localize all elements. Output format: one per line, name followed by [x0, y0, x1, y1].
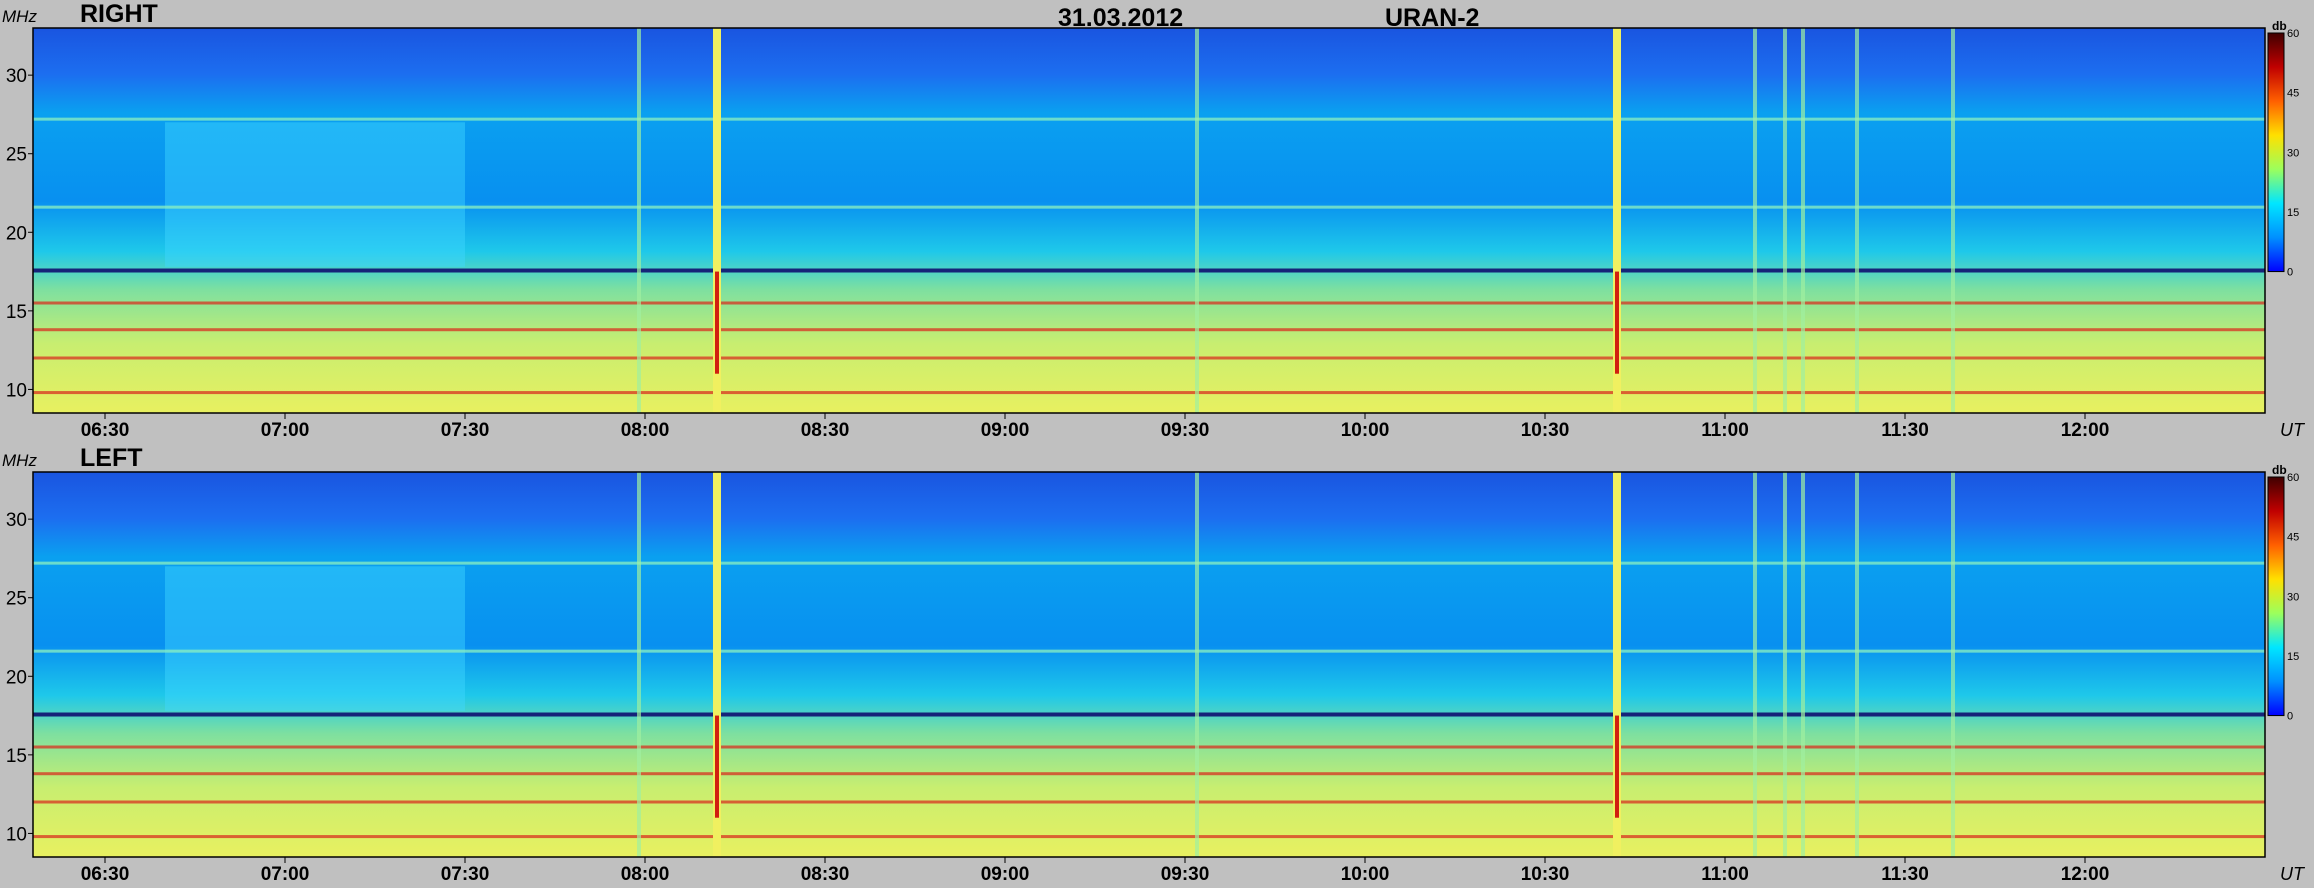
interference-band	[33, 328, 2265, 332]
y-axis-label: MHz	[2, 451, 37, 470]
x-tick-label: 12:00	[2061, 420, 2110, 441]
colorbar	[2267, 476, 2285, 717]
x-tick-label: 10:30	[1521, 420, 1570, 441]
interference-band	[33, 835, 2265, 839]
colorbar-label: db	[2272, 19, 2287, 33]
interference-band	[33, 117, 2265, 121]
colorbar-tick-label: 15	[2287, 651, 2299, 663]
weak-burst	[1783, 28, 1787, 413]
interference-band	[33, 712, 2265, 717]
diffuse-emission	[165, 566, 465, 711]
y-tick-label: 25	[6, 145, 27, 166]
interference-band	[33, 649, 2265, 653]
weak-burst	[1855, 28, 1859, 413]
x-tick-label: 07:00	[261, 420, 310, 441]
x-tick-label: 09:30	[1161, 420, 1210, 441]
x-axis-label: UT	[2280, 420, 2306, 440]
colorbar-tick-label: 0	[2287, 711, 2293, 723]
x-tick-label: 11:30	[1881, 864, 1929, 885]
interference-band	[33, 391, 2265, 395]
y-tick-label: 30	[6, 66, 27, 87]
colorbar-label: db	[2272, 463, 2287, 477]
interference-band	[33, 800, 2265, 804]
spectrogram-panel: 10 15 20 25 30 06:30 07:00 07:30 08:00 08:30 09:00…	[2, 0, 2306, 441]
strong-burst	[713, 28, 721, 413]
interference-band	[33, 745, 2265, 749]
x-tick-label: 08:00	[621, 420, 670, 441]
interference-band	[33, 561, 2265, 565]
weak-burst	[1855, 472, 1859, 857]
x-tick-label: 09:00	[981, 420, 1030, 441]
weak-burst	[1951, 472, 1955, 857]
colorbar-tick-label: 60	[2287, 472, 2299, 484]
interference-band	[33, 772, 2265, 776]
strong-burst	[713, 472, 721, 857]
strong-burst	[1613, 472, 1621, 857]
y-tick-label: 20	[6, 667, 27, 688]
x-tick-label: 06:30	[81, 420, 130, 441]
x-tick-label: 09:30	[1161, 864, 1210, 885]
y-tick-label: 10	[6, 380, 27, 401]
x-tick-label: 11:00	[1701, 864, 1749, 885]
colorbar-tick-label: 45	[2287, 532, 2299, 544]
strong-burst-core	[715, 271, 719, 374]
weak-burst	[1951, 28, 1955, 413]
interference-band	[33, 205, 2265, 209]
weak-burst	[1783, 472, 1787, 857]
weak-burst	[1195, 28, 1199, 413]
x-tick-label: 11:30	[1881, 420, 1929, 441]
x-tick-label: 06:30	[81, 864, 130, 885]
spectrogram-background	[33, 28, 2265, 413]
colorbar-tick-label: 60	[2287, 28, 2299, 40]
weak-burst	[637, 472, 641, 857]
diffuse-emission	[165, 122, 465, 267]
strong-burst-core	[715, 715, 719, 818]
panel-title: LEFT	[80, 444, 143, 472]
interference-band	[33, 356, 2265, 360]
y-tick-label: 10	[6, 824, 27, 845]
weak-burst	[1753, 28, 1757, 413]
x-tick-label: 10:00	[1341, 864, 1390, 885]
y-tick-label: 15	[6, 746, 27, 767]
y-tick-label: 25	[6, 589, 27, 610]
weak-burst	[637, 28, 641, 413]
colorbar-tick-label: 30	[2287, 591, 2299, 603]
interference-band	[33, 268, 2265, 273]
strong-burst-core	[1615, 271, 1619, 374]
x-tick-label: 11:00	[1701, 420, 1749, 441]
x-tick-label: 08:30	[801, 420, 850, 441]
weak-burst	[1801, 472, 1805, 857]
x-tick-label: 07:30	[441, 864, 490, 885]
x-tick-label: 10:30	[1521, 864, 1570, 885]
weak-burst	[1753, 472, 1757, 857]
strong-burst-core	[1615, 715, 1619, 818]
panel-title: RIGHT	[80, 0, 158, 28]
weak-burst	[1195, 472, 1199, 857]
x-tick-label: 09:00	[981, 864, 1030, 885]
y-tick-label: 15	[6, 302, 27, 323]
y-tick-label: 30	[6, 510, 27, 531]
weak-burst	[1801, 28, 1805, 413]
strong-burst	[1613, 28, 1621, 413]
x-tick-label: 08:00	[621, 864, 670, 885]
colorbar-tick-label: 15	[2287, 207, 2299, 219]
colorbar-tick-label: 30	[2287, 147, 2299, 159]
x-tick-label: 08:30	[801, 864, 850, 885]
plot-frame	[32, 27, 2266, 414]
x-tick-label: 07:30	[441, 420, 490, 441]
colorbar-tick-label: 0	[2287, 267, 2293, 279]
spectrogram-background	[33, 472, 2265, 857]
plot-frame	[32, 471, 2266, 858]
interference-band	[33, 301, 2265, 305]
colorbar-tick-label: 45	[2287, 88, 2299, 100]
y-tick-label: 20	[6, 223, 27, 244]
colorbar	[2267, 32, 2285, 273]
x-tick-label: 07:00	[261, 864, 310, 885]
x-tick-label: 12:00	[2061, 864, 2110, 885]
spectrogram-panel: 10 15 20 25 30 06:30 07:00 07:30 08:00 08:30 09:00…	[2, 444, 2306, 885]
x-tick-label: 10:00	[1341, 420, 1390, 441]
y-axis-label: MHz	[2, 7, 37, 26]
x-axis-label: UT	[2280, 864, 2306, 884]
